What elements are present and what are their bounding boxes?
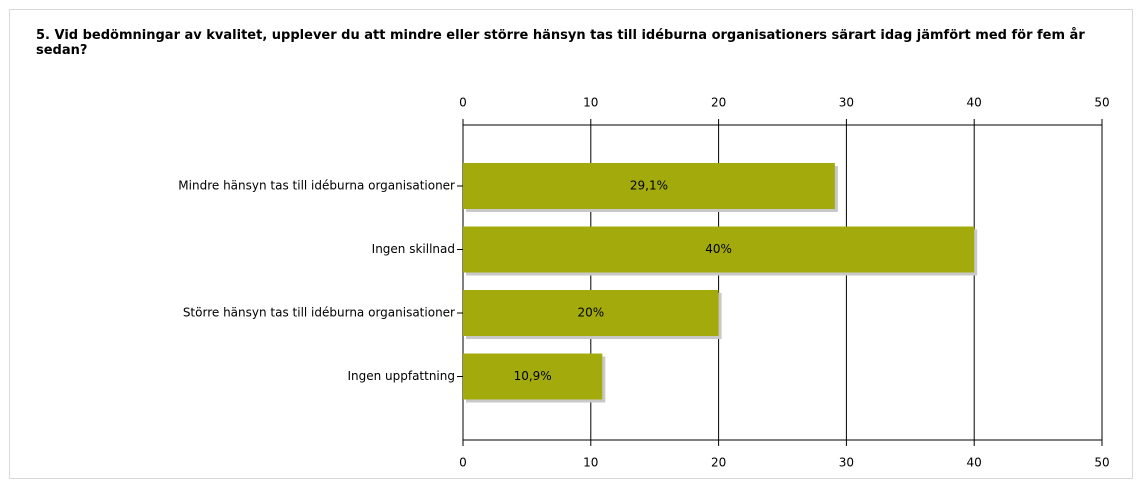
value-label: 40% [705,242,732,256]
x-tick-label-top: 20 [711,96,726,110]
chart-title: 5. Vid bedömningar av kvalitet, upplever… [36,28,1085,58]
x-tick-label-top: 40 [967,96,982,110]
bar [463,290,719,336]
x-tick-label-bottom: 30 [839,456,854,470]
bar [463,226,975,273]
y-tick-label: Mindre hänsyn tas till idéburna organisa… [178,179,455,193]
x-tick-label-top: 0 [459,96,467,110]
value-label: 29,1% [630,179,668,193]
x-tick-label-top: 10 [583,96,598,110]
x-tick-label-bottom: 10 [583,456,598,470]
chart-frame [9,9,1133,479]
x-tick-label-bottom: 20 [711,456,726,470]
x-tick-label-bottom: 40 [967,456,982,470]
bar [463,353,603,400]
x-tick-label-top: 50 [1094,96,1109,110]
y-tick-label: Ingen skillnad [372,242,455,256]
x-tick-label-top: 30 [839,96,854,110]
value-label: 20% [577,306,604,320]
x-tick-label-bottom: 50 [1094,456,1109,470]
y-tick-label: Ingen uppfattning [347,369,455,383]
x-tick-label-bottom: 0 [459,456,467,470]
bar [463,163,835,209]
y-tick-label: Större hänsyn tas till idéburna organisa… [183,306,455,320]
value-label: 10,9% [514,369,552,383]
